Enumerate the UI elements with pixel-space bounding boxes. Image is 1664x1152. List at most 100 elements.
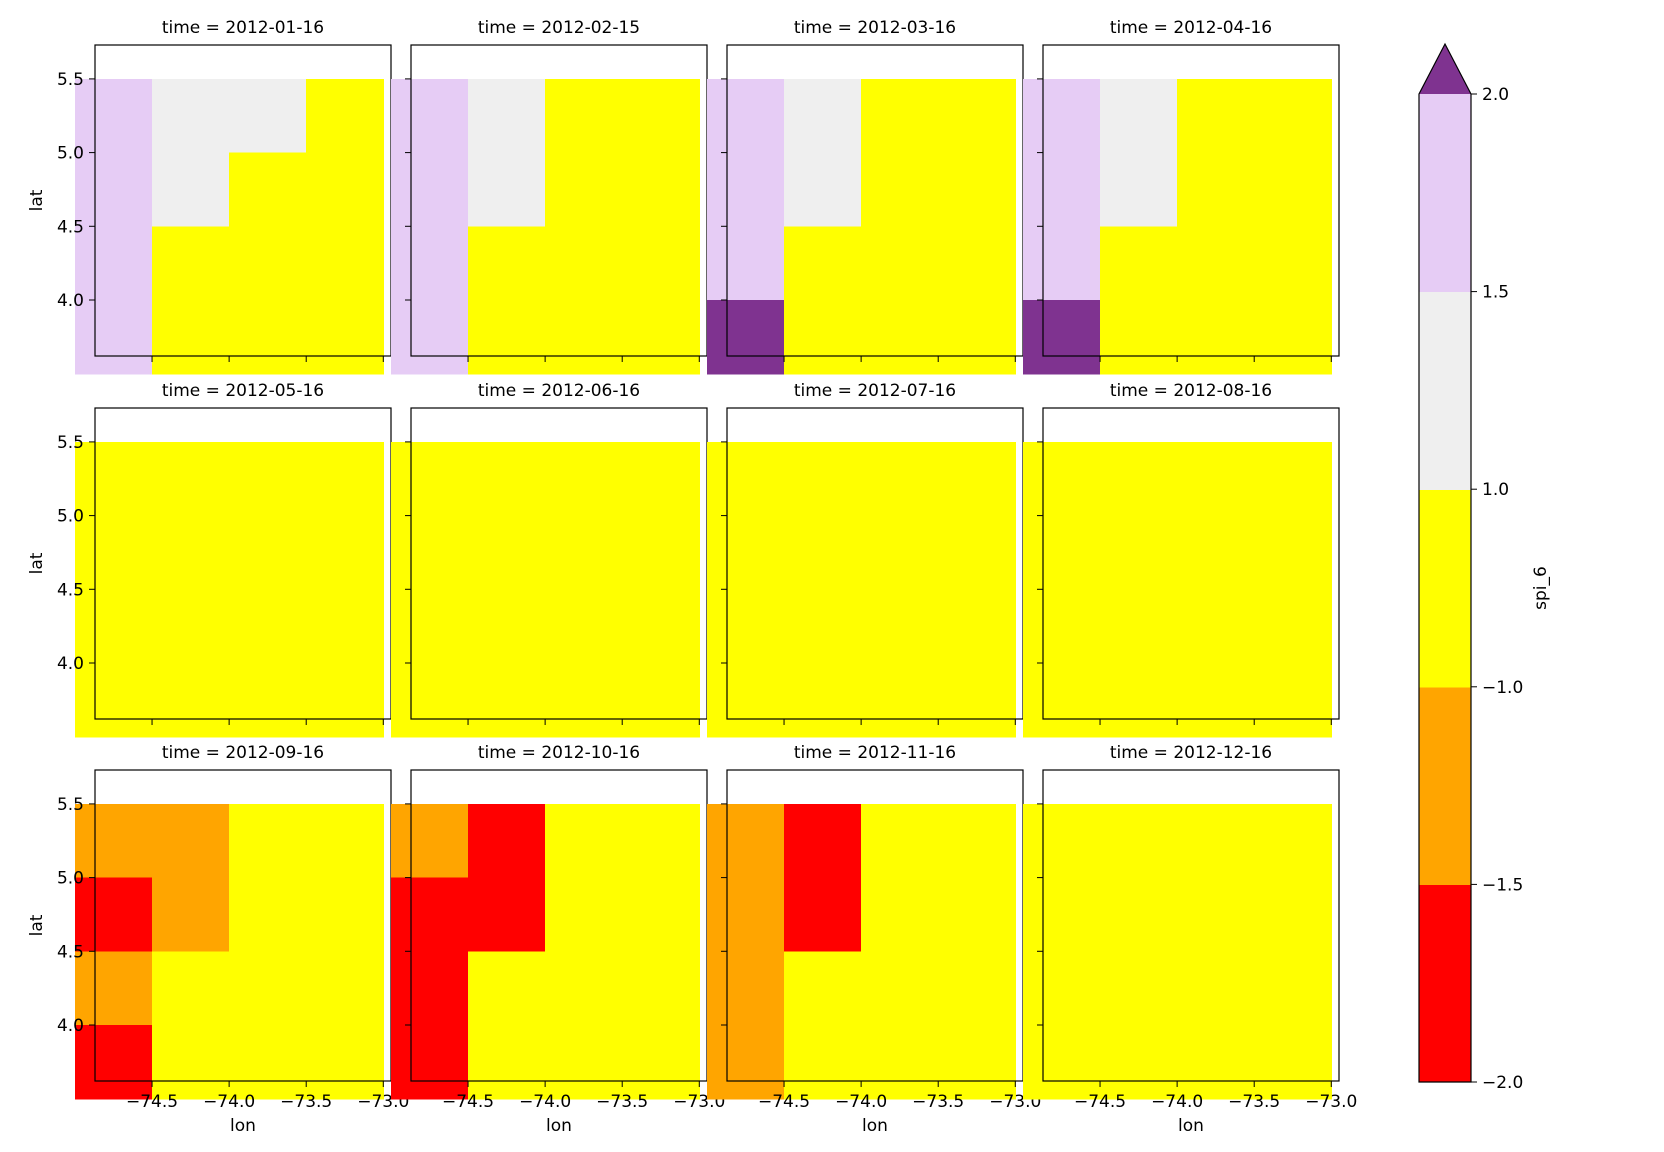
- facet-panel: time = 2012-01-16 4.0 4.5 5.0 5.5 lat: [27, 18, 392, 375]
- heatmap-cell: [784, 515, 862, 590]
- heatmap-cell: [390, 803, 469, 879]
- colorbar-tick-label: −1.5: [1482, 875, 1523, 895]
- heatmap-cell: [1254, 951, 1332, 1026]
- colorbar-tick-label: −2.0: [1482, 1073, 1523, 1093]
- facet-panel: time = 2012-05-16 4.0 4.5 5.0 5.5 lat: [27, 381, 392, 738]
- heatmap-cell: [468, 152, 546, 227]
- colorbar-tick-label: 1.0: [1482, 480, 1509, 500]
- colorbar-extend-triangle: [1419, 44, 1471, 94]
- heatmap-cell: [229, 152, 307, 227]
- panel-title: time = 2012-07-16: [794, 381, 956, 401]
- facet-panel: time = 2012-06-16: [390, 381, 708, 738]
- heatmap-cell: [1177, 662, 1255, 738]
- y-axis-label: lat: [27, 189, 47, 211]
- heatmap-cell: [1100, 152, 1178, 227]
- heatmap-cell: [784, 803, 862, 879]
- heatmap-cell: [306, 226, 384, 301]
- panel-frame: [1042, 44, 1340, 357]
- heatmap-cell: [1177, 78, 1255, 154]
- heatmap-cell: [622, 662, 700, 738]
- heatmap-cell: [622, 299, 700, 375]
- heatmap-cell: [390, 1024, 469, 1100]
- heatmap-cell: [784, 951, 862, 1026]
- heatmap-cell: [74, 515, 153, 590]
- heatmap-cell: [1022, 441, 1101, 517]
- heatmap-cell: [1177, 515, 1255, 590]
- heatmap-cell: [74, 441, 153, 517]
- heatmap-cell: [306, 515, 384, 590]
- heatmap-cell: [1100, 515, 1178, 590]
- x-tick-label: −74.0: [835, 1092, 887, 1112]
- heatmap-cell: [1022, 299, 1101, 375]
- heatmap-cell: [938, 152, 1016, 227]
- heatmap-cell: [229, 662, 307, 738]
- heatmap-cell: [784, 78, 862, 154]
- heatmap-cell: [74, 803, 153, 879]
- heatmap-cell: [390, 662, 469, 738]
- heatmap-cell: [152, 152, 230, 227]
- panel-frame: [1042, 407, 1340, 720]
- heatmap-cell: [1100, 951, 1178, 1026]
- x-tick-label: −73.5: [596, 1092, 648, 1112]
- heatmap-cell: [938, 441, 1016, 517]
- y-tick-label: 5.0: [57, 869, 84, 889]
- heatmap-cell: [1254, 226, 1332, 301]
- heatmap-cell: [545, 951, 623, 1026]
- x-axis-label: lon: [230, 1116, 256, 1136]
- panel-title: time = 2012-02-15: [478, 18, 640, 38]
- heatmap-cell: [1022, 1024, 1101, 1100]
- heatmap-cell: [229, 78, 307, 154]
- colorbar-outline: [1418, 42, 1472, 1083]
- heatmap-cell: [1254, 78, 1332, 154]
- heatmap-cell: [622, 78, 700, 154]
- heatmap-cell: [152, 662, 230, 738]
- heatmap-cell: [545, 152, 623, 227]
- x-axis-label: lon: [546, 1116, 572, 1136]
- x-axis-label: lon: [1178, 1116, 1204, 1136]
- heatmap-cell: [622, 877, 700, 952]
- x-tick-label: −74.5: [442, 1092, 494, 1112]
- panel-title: time = 2012-12-16: [1110, 743, 1272, 763]
- heatmap-cell: [306, 951, 384, 1026]
- heatmap-cell: [1100, 299, 1178, 375]
- colorbar-segment: [1419, 686, 1471, 885]
- facet-panel: time = 2012-07-16: [706, 381, 1024, 738]
- panel-title: time = 2012-09-16: [162, 743, 324, 763]
- heatmap-cell: [152, 877, 230, 952]
- heatmap-cell: [545, 441, 623, 517]
- x-tick-label: −74.0: [203, 1092, 255, 1112]
- panel-title: time = 2012-05-16: [162, 381, 324, 401]
- panel-title: time = 2012-03-16: [794, 18, 956, 38]
- heatmap-cell: [861, 662, 939, 738]
- heatmap-cell: [74, 662, 153, 738]
- heatmap-cell: [152, 226, 230, 301]
- heatmap-cell: [861, 1024, 939, 1100]
- heatmap-cell: [229, 441, 307, 517]
- heatmap-cell: [390, 299, 469, 375]
- heatmap-cell: [390, 951, 469, 1026]
- heatmap-cell: [861, 78, 939, 154]
- x-tick-label: −74.5: [126, 1092, 178, 1112]
- heatmap-cell: [938, 589, 1016, 664]
- heatmap-cell: [1254, 589, 1332, 664]
- heatmap-cell: [1177, 226, 1255, 301]
- heatmap-cell: [784, 662, 862, 738]
- heatmap-cell: [784, 152, 862, 227]
- panel-title: time = 2012-11-16: [794, 743, 956, 763]
- heatmap-cell: [468, 299, 546, 375]
- facet-panel: time = 2012-02-15: [390, 18, 708, 375]
- heatmap-cell: [1100, 226, 1178, 301]
- heatmap-cell: [706, 152, 785, 227]
- heatmap-cell: [468, 441, 546, 517]
- colorbar-segment: [1419, 291, 1471, 490]
- heatmap-cell: [1022, 589, 1101, 664]
- panel-title: time = 2012-08-16: [1110, 381, 1272, 401]
- heatmap-cell: [152, 589, 230, 664]
- heatmap-cell: [152, 951, 230, 1026]
- heatmap-cell: [545, 78, 623, 154]
- heatmap-cell: [1100, 589, 1178, 664]
- heatmap-cell: [468, 78, 546, 154]
- heatmap-cell: [784, 441, 862, 517]
- heatmap-cell: [938, 78, 1016, 154]
